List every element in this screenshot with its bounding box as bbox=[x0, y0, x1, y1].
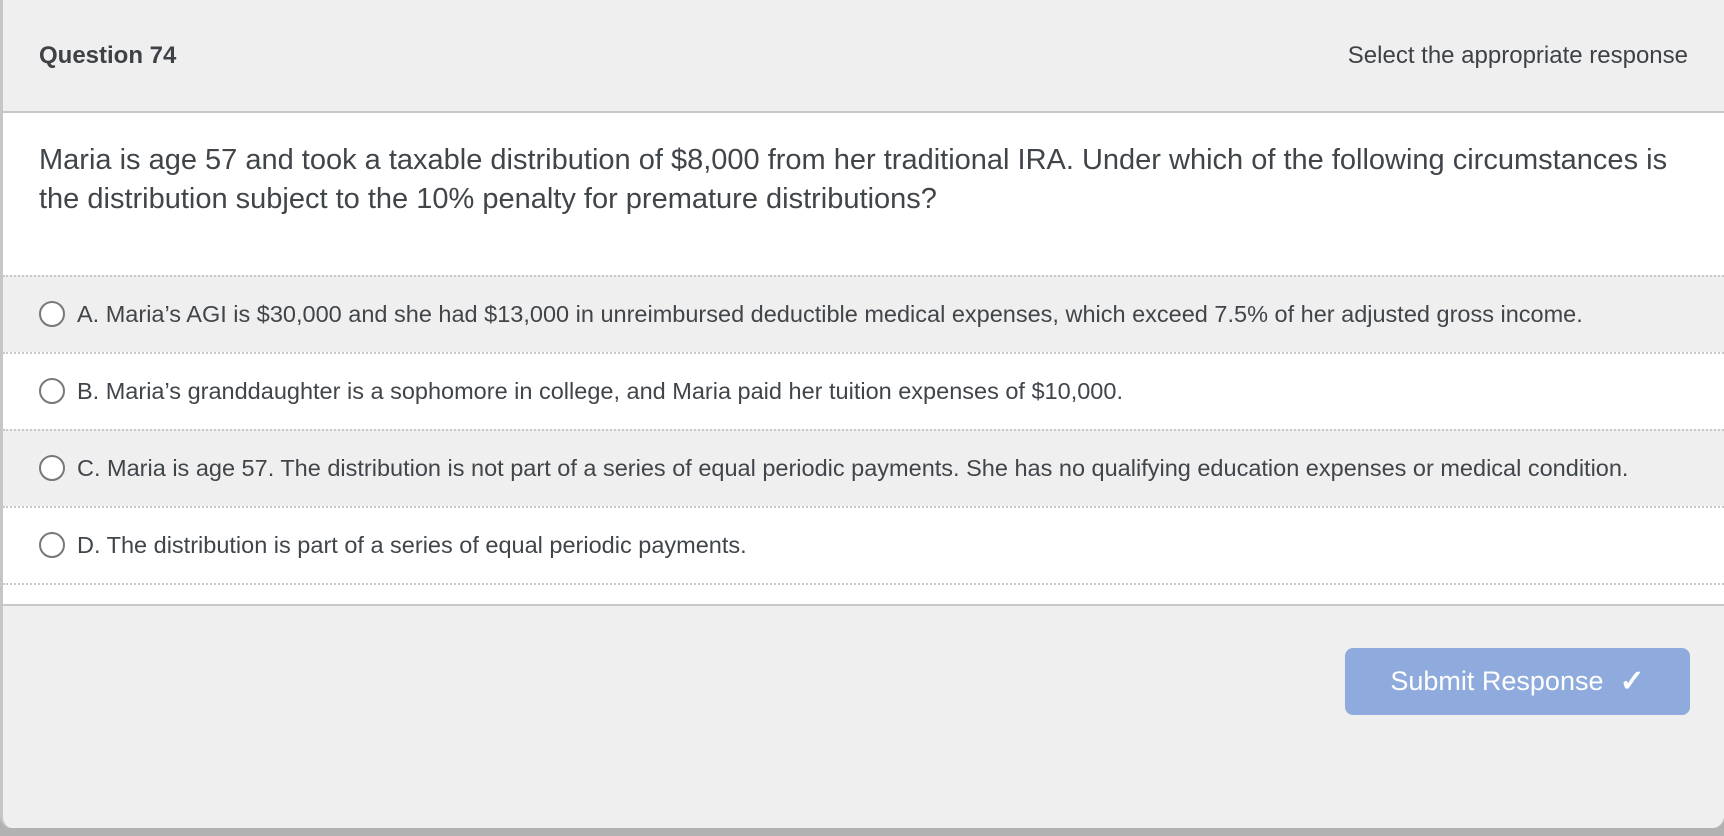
instruction-text: Select the appropriate response bbox=[1347, 41, 1688, 69]
question-text: Maria is age 57 and took a taxable distr… bbox=[3, 113, 1724, 275]
check-icon: ✓ bbox=[1619, 664, 1645, 698]
option-row-a[interactable]: A. Maria’s AGI is $30,000 and she had $1… bbox=[3, 275, 1724, 352]
submit-button-label: Submit Response bbox=[1390, 666, 1604, 696]
option-row-d[interactable]: D. The distribution is part of a series … bbox=[3, 506, 1724, 585]
question-header: Question 74 Select the appropriate respo… bbox=[3, 0, 1724, 113]
options-footer-gap bbox=[3, 585, 1724, 604]
submit-response-button[interactable]: Submit Response ✓ bbox=[1345, 648, 1690, 715]
option-d-radio-button[interactable] bbox=[39, 532, 65, 558]
option-a-radio-button[interactable] bbox=[39, 301, 65, 327]
option-d-label: D. The distribution is part of a series … bbox=[77, 532, 747, 558]
question-number-label: Question 74 bbox=[39, 41, 177, 69]
options-list: A. Maria’s AGI is $30,000 and she had $1… bbox=[3, 275, 1724, 585]
option-b-label: B. Maria’s granddaughter is a sophomore … bbox=[77, 378, 1123, 404]
option-row-c[interactable]: C. Maria is age 57. The distribution is … bbox=[3, 429, 1724, 506]
option-row-b[interactable]: B. Maria’s granddaughter is a sophomore … bbox=[3, 352, 1724, 429]
option-c-radio-button[interactable] bbox=[39, 455, 65, 481]
option-b-radio-button[interactable] bbox=[39, 378, 65, 404]
option-a-label: A. Maria’s AGI is $30,000 and she had $1… bbox=[77, 301, 1583, 327]
option-c-label: C. Maria is age 57. The distribution is … bbox=[77, 455, 1629, 481]
footer-bar: Submit Response ✓ bbox=[3, 604, 1724, 828]
